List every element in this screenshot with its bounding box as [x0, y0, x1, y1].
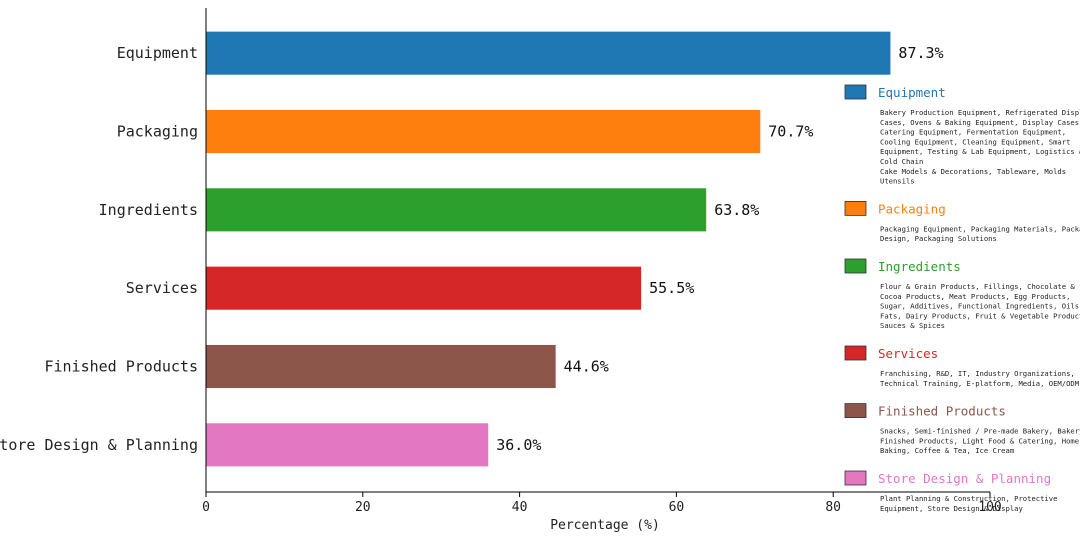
- legend-desc-0-4: Equipment, Testing & Lab Equipment, Logi…: [880, 147, 1080, 156]
- legend-title-1: Packaging: [878, 201, 946, 216]
- legend-desc-0-6: Cake Models & Decorations, Tableware, Mo…: [880, 167, 1066, 176]
- bar-5: [206, 423, 489, 467]
- bar-0: [206, 31, 891, 75]
- legend-desc-0-0: Bakery Production Equipment, Refrigerate…: [880, 108, 1080, 117]
- legend-swatch-3: [844, 345, 867, 361]
- category-label-2: Ingredients: [99, 201, 198, 219]
- legend-title-0: Equipment: [878, 85, 946, 100]
- legend-title-3: Services: [878, 346, 938, 361]
- legend-swatch-0: [844, 84, 867, 100]
- bars-layer: Equipment 87.3% Packaging 70.7% Ingredients 6…: [0, 31, 944, 467]
- legend-desc-0-1: Cases, Ovens & Baking Equipment, Display…: [880, 118, 1080, 127]
- category-label-0: Equipment: [117, 44, 198, 62]
- value-label-2: 63.8%: [714, 201, 759, 219]
- x-tick-label-0: 0: [202, 500, 210, 515]
- category-label-1: Packaging: [117, 123, 198, 141]
- x-tick-label-4: 80: [825, 500, 841, 515]
- x-tick-label-1: 20: [355, 500, 371, 515]
- category-label-4: Finished Products: [44, 358, 198, 376]
- legend: Equipment Bakery Production Equipment, Re…: [844, 84, 1080, 513]
- value-label-0: 87.3%: [898, 44, 943, 62]
- legend-desc-0-5: Cold Chain: [880, 157, 923, 166]
- value-label-3: 55.5%: [649, 279, 694, 297]
- legend-title-4: Finished Products: [878, 404, 1006, 419]
- legend-desc-3-1: Technical Training, E-platform, Media, O…: [880, 379, 1080, 388]
- legend-title-2: Ingredients: [878, 259, 961, 274]
- legend-desc-0-2: Catering Equipment, Fermentation Equipme…: [880, 128, 1066, 137]
- legend-swatch-5: [844, 470, 867, 486]
- x-axis-title: Percentage (%): [550, 518, 660, 533]
- value-label-1: 70.7%: [768, 123, 813, 141]
- legend-desc-2-4: Sauces & Spices: [880, 321, 945, 330]
- value-label-5: 36.0%: [496, 436, 541, 454]
- legend-desc-2-1: Cocoa Products, Meat Products, Egg Produ…: [880, 292, 1070, 301]
- value-label-4: 44.6%: [564, 358, 609, 376]
- axes-layer: [205, 8, 990, 493]
- legend-desc-4-1: Finished Products, Light Food & Catering…: [880, 436, 1079, 445]
- legend-desc-1-1: Design, Packaging Solutions: [880, 234, 997, 243]
- bar-1: [206, 109, 761, 154]
- x-tick-label-2: 40: [512, 500, 528, 515]
- legend-desc-4-2: Baking, Coffee & Tea, Ice Cream: [880, 446, 1014, 455]
- legend-swatch-1: [844, 200, 867, 216]
- legend-swatch-2: [844, 258, 867, 274]
- legend-desc-1-0: Packaging Equipment, Packaging Materials…: [880, 224, 1080, 233]
- legend-desc-0-3: Cooling Equipment, Cleaning Equipment, S…: [880, 137, 1070, 146]
- ticks-layer: 0 20 40 60 80 100: [202, 492, 1002, 515]
- legend-desc-5-0: Plant Planning & Construction, Protectiv…: [880, 494, 1057, 503]
- legend-desc-2-0: Flour & Grain Products, Fillings, Chocol…: [880, 282, 1075, 291]
- legend-desc-4-0: Snacks, Semi-finished / Pre-made Bakery,…: [880, 427, 1080, 436]
- legend-title-5: Store Design & Planning: [878, 471, 1051, 486]
- bar-3: [206, 266, 642, 310]
- legend-swatch-4: [844, 403, 867, 419]
- x-tick-label-3: 60: [669, 500, 685, 515]
- x-tick-label-5: 100: [978, 500, 1001, 515]
- legend-desc-3-0: Franchising, R&D, IT, Industry Organizat…: [880, 369, 1075, 378]
- category-label-3: Services: [126, 279, 198, 297]
- legend-desc-2-3: Fats, Dairy Products, Fruit & Vegetable …: [880, 311, 1080, 320]
- category-label-5: Store Design & Planning: [0, 436, 198, 454]
- bar-4: [206, 344, 556, 389]
- legend-desc-2-2: Sugar, Additives, Functional Ingredients…: [880, 302, 1080, 311]
- bar-2: [206, 188, 707, 232]
- legend-desc-5-1: Equipment, Store Design & Display: [880, 504, 1023, 513]
- legend-desc-0-7: Utensils: [880, 177, 915, 186]
